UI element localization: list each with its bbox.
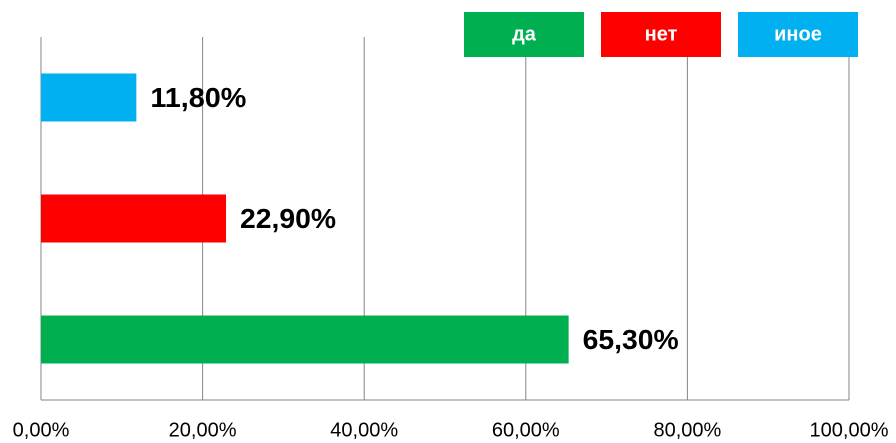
x-tick-label: 0,00% [13, 419, 70, 441]
x-tick-label: 80,00% [653, 419, 721, 441]
legend-swatch [738, 12, 858, 57]
x-tick-label: 100,00% [810, 419, 889, 441]
x-tick-label: 40,00% [330, 419, 398, 441]
x-tick-label: 20,00% [169, 419, 237, 441]
x-tick-label: 60,00% [492, 419, 560, 441]
legend-swatch [601, 12, 721, 57]
legend-label: да [512, 23, 537, 45]
legend-label: иное [774, 23, 822, 45]
bar [41, 315, 569, 364]
legend-label: нет [645, 23, 678, 45]
legend-swatch [464, 12, 584, 57]
data-label: 11,80% [150, 82, 246, 113]
bar [41, 194, 227, 243]
bar [41, 73, 137, 122]
data-label: 65,30% [583, 324, 679, 355]
data-label: 22,90% [240, 203, 336, 234]
